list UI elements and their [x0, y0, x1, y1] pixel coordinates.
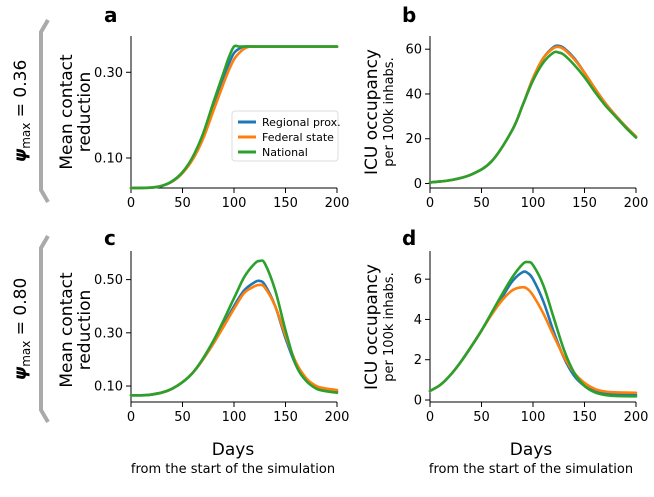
y-tick-label-b-3: 60 [405, 43, 422, 58]
xlabel-left-main: Days [212, 440, 255, 460]
ylabel-icu-top-line1: ICU occupancy [362, 49, 382, 175]
series-line-a-national [129, 44, 339, 190]
y-tick-label-a-0: 0.10 [94, 152, 123, 167]
row-bracket-top [39, 18, 50, 204]
series-line-b-regional-prox [428, 44, 638, 184]
x-tick-label-c-200: 200 [325, 410, 350, 425]
legend: Regional prox. Federal state National [231, 110, 341, 162]
legend-box [231, 110, 339, 162]
xlabel-right: Days from the start of the simulation [429, 440, 633, 477]
y-tick-label-a-1: 0.30 [94, 66, 123, 81]
bracket-top-path [39, 18, 50, 204]
legend-label-regional: Regional prox. [262, 116, 341, 129]
y-tick-label-c-2: 0.50 [94, 273, 123, 288]
x-tick-label-c-100: 100 [222, 410, 247, 425]
legend-label-federal: Federal state [262, 131, 334, 144]
x-tick-label-c-0: 0 [127, 410, 135, 425]
ylabel-icu-top: ICU occupancy per 100k inhabs. [362, 49, 397, 175]
y-tick-label-b-0: 0 [414, 177, 422, 192]
y-tick-label-c-0: 0.10 [94, 380, 123, 395]
panel-a: a 0 50 100 150 200 0.10 0.30 [94, 3, 349, 211]
row-label-top-sub: max [19, 123, 33, 149]
xlabel-right-main: Days [510, 440, 553, 460]
ylabel-contact-bottom: Mean contact reduction [57, 272, 95, 388]
x-tick-label-b-200: 200 [624, 196, 649, 211]
xlabel-right-sub: from the start of the simulation [429, 462, 633, 477]
series-line-b-national [428, 50, 638, 184]
x-tick-label-a-50: 50 [174, 196, 191, 211]
row-label-bottom-value: = 0.80 [11, 278, 31, 341]
panel-c: c 0 50 100 150 200 0.10 0.30 0.50 [94, 226, 349, 425]
x-tick-label-d-0: 0 [426, 410, 434, 425]
ylabel-icu-bottom: ICU occupancy per 100k inhabs. [362, 264, 397, 390]
x-tick-label-a-0: 0 [127, 196, 135, 211]
x-tick-label-a-100: 100 [222, 196, 247, 211]
series-line-d-regional-prox [428, 270, 638, 397]
row-label-top: ψmax = 0.36 [11, 60, 33, 163]
x-tick-label-c-150: 150 [273, 410, 298, 425]
row-label-bottom: ψmax = 0.80 [11, 278, 33, 381]
x-tick-label-b-150: 150 [572, 196, 597, 211]
ylabel-contact-top-line2: reduction [75, 72, 95, 153]
ylabel-icu-bottom-line2: per 100k inhabs. [382, 272, 397, 381]
panel-d: d 0 50 100 150 200 0 2 4 6 [402, 226, 648, 425]
y-tick-label-b-1: 20 [405, 132, 422, 147]
ylabel-icu-bottom-line1: ICU occupancy [362, 264, 382, 390]
ylabel-contact-bottom-line1: Mean contact [57, 272, 77, 388]
row-bracket-bottom [39, 234, 50, 424]
ylabel-icu-top-line2: per 100k inhabs. [382, 57, 397, 166]
row-label-bottom-sub: max [19, 341, 33, 367]
y-tick-label-d-1: 2 [414, 353, 422, 368]
bracket-bottom-path [39, 234, 50, 424]
x-tick-label-b-50: 50 [473, 196, 490, 211]
ylabel-contact-bottom-line2: reduction [75, 290, 95, 371]
y-tick-label-d-0: 0 [414, 393, 422, 408]
xlabel-left-sub: from the start of the simulation [131, 462, 335, 477]
row-label-top-value: = 0.36 [11, 60, 31, 123]
panel-letter-a: a [104, 3, 118, 27]
xlabel-left: Days from the start of the simulation [131, 440, 335, 477]
panel-b: b 0 50 100 150 200 0 20 40 60 [402, 3, 648, 211]
series-line-d-federal-state [428, 285, 638, 395]
row-label-bottom-psi: ψ [11, 366, 31, 380]
row-label-top-psi: ψ [11, 148, 31, 162]
x-tick-label-d-100: 100 [521, 410, 546, 425]
ylabel-contact-top: Mean contact reduction [57, 54, 95, 170]
panel-letter-d: d [402, 226, 416, 250]
x-tick-label-a-150: 150 [273, 196, 298, 211]
series-line-d-national [428, 260, 638, 398]
x-tick-label-c-50: 50 [174, 410, 191, 425]
x-tick-label-d-150: 150 [572, 410, 597, 425]
x-tick-label-d-50: 50 [473, 410, 490, 425]
legend-label-national: National [262, 146, 308, 159]
x-tick-label-b-100: 100 [521, 196, 546, 211]
series-line-c-national [129, 259, 339, 397]
x-tick-label-b-0: 0 [426, 196, 434, 211]
ylabel-contact-top-line1: Mean contact [57, 54, 77, 170]
panel-letter-b: b [402, 3, 416, 27]
y-tick-label-c-1: 0.30 [94, 326, 123, 341]
y-tick-label-b-2: 40 [405, 87, 422, 102]
x-tick-label-a-200: 200 [325, 196, 350, 211]
panel-letter-c: c [104, 226, 116, 250]
series-line-b-federal-state [428, 45, 638, 184]
x-tick-label-d-200: 200 [624, 410, 649, 425]
y-tick-label-d-2: 4 [414, 313, 422, 328]
y-tick-label-d-3: 6 [414, 273, 422, 288]
